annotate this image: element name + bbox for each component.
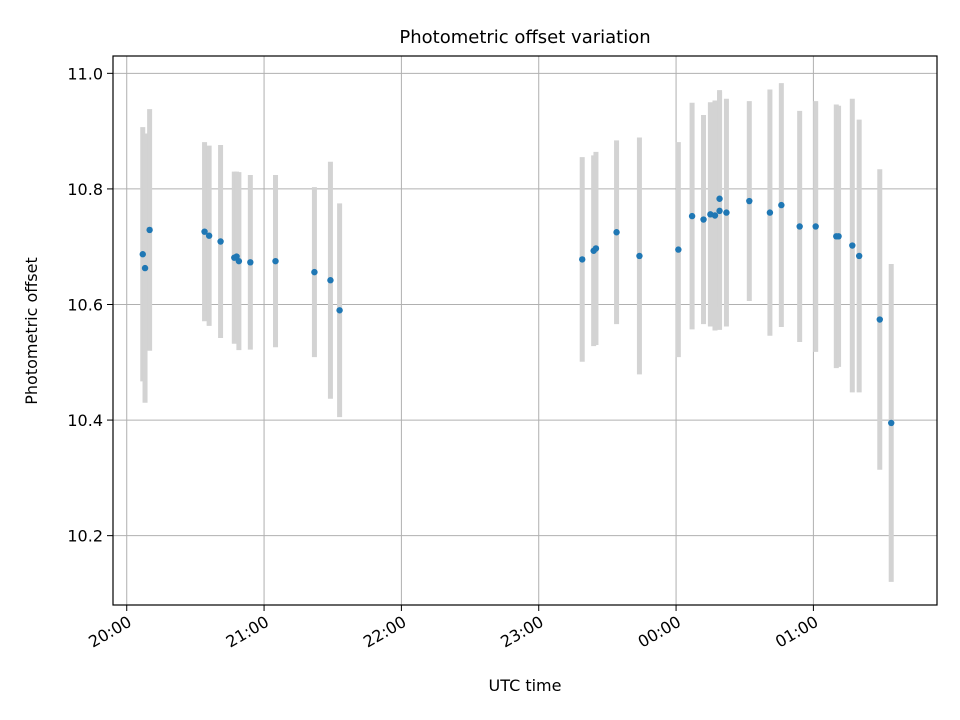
data-point [579, 256, 586, 263]
plot-frame [112, 55, 938, 606]
data-point [688, 212, 696, 220]
data-point [849, 242, 856, 249]
x-tick-label: 01:00 [772, 612, 821, 652]
y-tick-label: 10.8 [67, 180, 103, 199]
data-point [796, 223, 803, 230]
data-point [675, 246, 682, 253]
point-layer [139, 195, 895, 427]
data-point [778, 201, 785, 209]
y-axis: 10.2 10.4 10.6 10.8 11.0 [67, 64, 113, 546]
data-point [636, 252, 643, 260]
y-tick-label: 11.0 [67, 64, 103, 83]
data-point [139, 251, 146, 258]
y-axis-label: Photometric offset [22, 257, 41, 405]
data-point [716, 195, 723, 202]
data-point [272, 257, 279, 265]
data-point [217, 238, 224, 245]
data-point [146, 226, 153, 234]
data-point [723, 209, 730, 216]
data-point [700, 216, 707, 223]
data-point [855, 252, 863, 260]
x-tick-label: 22:00 [360, 612, 409, 652]
data-point [876, 316, 883, 323]
data-point [336, 307, 343, 314]
data-point [716, 207, 723, 215]
data-point [812, 223, 819, 230]
y-tick-label: 10.2 [67, 527, 103, 546]
data-point [746, 197, 753, 205]
data-point [327, 277, 334, 284]
data-point [888, 419, 895, 427]
chart-title: Photometric offset variation [399, 27, 650, 48]
data-point [711, 212, 719, 219]
data-point [311, 268, 318, 276]
data-point [613, 229, 620, 236]
y-tick-label: 10.4 [67, 411, 103, 430]
data-point [247, 259, 254, 266]
x-tick-label: 21:00 [223, 612, 272, 652]
data-point [141, 264, 149, 272]
data-point [592, 245, 600, 252]
x-tick-label: 20:00 [85, 612, 134, 652]
x-tick-label: 23:00 [497, 612, 546, 652]
data-point [235, 257, 243, 265]
x-axis-label: UTC time [489, 676, 562, 695]
x-tick-label: 00:00 [635, 612, 684, 652]
errorbar-layer [140, 83, 894, 582]
data-point [201, 228, 208, 235]
data-point [766, 209, 774, 216]
x-axis: 20:00 21:00 22:00 23:00 00:00 01:00 [85, 605, 821, 652]
data-point [835, 233, 842, 240]
data-point [205, 232, 213, 239]
y-tick-label: 10.6 [67, 295, 103, 314]
